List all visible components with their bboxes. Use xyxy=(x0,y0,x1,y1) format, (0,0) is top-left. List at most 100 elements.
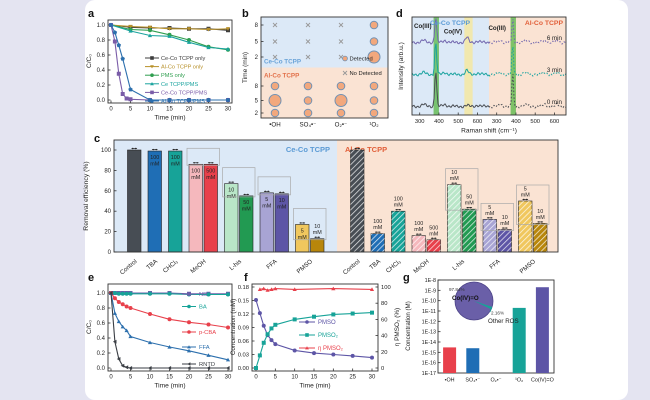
svg-text:100: 100 xyxy=(191,168,200,174)
svg-text:10: 10 xyxy=(147,375,154,381)
svg-text:40: 40 xyxy=(381,334,387,340)
svg-text:2.16%: 2.16% xyxy=(491,311,504,316)
svg-text:Co(IV): Co(IV) xyxy=(444,29,462,36)
svg-text:Ce-Co TCPP: Ce-Co TCPP xyxy=(264,59,301,66)
svg-text:No Detected: No Detected xyxy=(350,71,382,77)
svg-text:BA: BA xyxy=(199,305,207,311)
svg-text:L-his: L-his xyxy=(228,258,243,272)
svg-text:PMS only: PMS only xyxy=(161,73,185,79)
svg-text:0.12: 0.12 xyxy=(238,312,249,318)
svg-text:TBA: TBA xyxy=(368,258,382,272)
panel-d-chart: 6 min 3 min 0 min 300 400 500 600 300 400 500 600 R… xyxy=(398,16,567,135)
svg-text:20: 20 xyxy=(381,350,387,356)
svg-text:•OH: •OH xyxy=(445,378,455,384)
svg-text:0.00: 0.00 xyxy=(238,366,249,372)
svg-text:0 min: 0 min xyxy=(547,99,563,106)
svg-text:100: 100 xyxy=(394,197,403,203)
svg-text:8: 8 xyxy=(255,84,259,90)
svg-text:5: 5 xyxy=(524,187,527,193)
svg-text:0.8: 0.8 xyxy=(97,306,106,312)
panel-f-label: f xyxy=(244,272,248,284)
panel-d-label: d xyxy=(396,8,403,20)
svg-text:mM: mM xyxy=(206,175,215,181)
svg-text:15: 15 xyxy=(166,375,173,381)
svg-text:Raman shift (cm⁻¹): Raman shift (cm⁻¹) xyxy=(461,128,517,135)
panel-a-chart: 0 5 10 15 20 25 30 Time (min) 0.0 0.2 0.4 0.6 0.8 1.0… xyxy=(86,19,233,122)
svg-text:mM: mM xyxy=(414,227,423,233)
svg-text:0: 0 xyxy=(108,250,112,256)
svg-text:Co(III): Co(III) xyxy=(414,23,432,30)
svg-text:80: 80 xyxy=(381,301,387,307)
svg-text:mM: mM xyxy=(191,175,200,181)
svg-text:1E-17: 1E-17 xyxy=(422,371,436,377)
svg-text:0: 0 xyxy=(109,375,113,381)
svg-text:Detected: Detected xyxy=(350,57,373,63)
svg-text:η PMSO₂ (%): η PMSO₂ (%) xyxy=(394,308,401,346)
svg-text:Co(III): Co(III) xyxy=(488,25,506,32)
panel-g-chart: 1E-8 1E-9 1E-10 1E-11 1E-12 1E-13 1E-14 1E-15 1E… xyxy=(405,278,555,384)
svg-text:Ce-Co TCPP: Ce-Co TCPP xyxy=(430,20,470,27)
svg-text:Control: Control xyxy=(342,258,362,276)
svg-text:PMSO: PMSO xyxy=(318,320,336,326)
svg-text:mM: mM xyxy=(277,204,286,210)
svg-text:FFA: FFA xyxy=(488,258,502,271)
svg-text:60: 60 xyxy=(381,317,387,323)
svg-text:Ce-Co TCPP/PMS: Ce-Co TCPP/PMS xyxy=(161,90,207,96)
svg-text:600: 600 xyxy=(550,119,560,125)
svg-text:20: 20 xyxy=(104,230,111,236)
svg-text:Removal efficiency (%): Removal efficiency (%) xyxy=(83,161,90,230)
svg-text:0.15: 0.15 xyxy=(238,299,249,305)
svg-text:•OH: •OH xyxy=(269,122,280,129)
svg-text:0.06: 0.06 xyxy=(238,339,249,345)
svg-text:30: 30 xyxy=(225,107,232,113)
svg-text:10: 10 xyxy=(502,215,508,221)
svg-text:60: 60 xyxy=(104,189,111,195)
svg-text:mM: mM xyxy=(373,225,382,231)
svg-text:80: 80 xyxy=(104,168,111,174)
svg-text:3 min: 3 min xyxy=(547,67,563,74)
svg-text:30: 30 xyxy=(369,375,376,381)
panel-e-chart: 0 5 10 15 20 25 30 Time (min) 0.0 0.2 0.4 0.6 0.8 1.0… xyxy=(86,283,233,390)
svg-text:100: 100 xyxy=(101,148,112,154)
svg-text:40: 40 xyxy=(104,209,111,215)
svg-text:¹O₂: ¹O₂ xyxy=(369,122,379,129)
svg-text:CHCl₃: CHCl₃ xyxy=(385,258,403,275)
svg-text:SO₄•⁻: SO₄•⁻ xyxy=(300,122,317,129)
svg-text:10: 10 xyxy=(279,198,285,204)
svg-text:100: 100 xyxy=(171,155,180,161)
panel-c-chart: 0 20 40 60 80 100 Removal efficiency (%) Ce-Co … xyxy=(83,139,559,276)
svg-text:50: 50 xyxy=(243,200,249,206)
svg-text:100: 100 xyxy=(381,285,391,291)
svg-text:0.2: 0.2 xyxy=(97,351,106,357)
svg-text:SO₄•⁻: SO₄•⁻ xyxy=(465,378,480,384)
svg-text:mM: mM xyxy=(465,201,474,207)
svg-text:1E-16: 1E-16 xyxy=(422,361,436,367)
svg-text:0.0: 0.0 xyxy=(97,98,106,104)
svg-text:Time (min): Time (min) xyxy=(154,115,185,122)
svg-text:Concentration (M): Concentration (M) xyxy=(405,301,412,351)
svg-text:5: 5 xyxy=(274,375,278,381)
svg-text:25: 25 xyxy=(349,375,356,381)
svg-text:20: 20 xyxy=(186,375,193,381)
svg-text:mM: mM xyxy=(262,203,271,209)
panel-a-label: a xyxy=(88,8,95,20)
svg-text:1E-9: 1E-9 xyxy=(425,288,436,294)
svg-text:Ce-Co TCPP only: Ce-Co TCPP only xyxy=(161,56,205,62)
svg-text:0: 0 xyxy=(109,107,113,113)
svg-text:15: 15 xyxy=(311,375,318,381)
panel-b-chart: 8 5 2 8 5 2 Ce-Co TCPP Al-Co TCPP Detected No Det… xyxy=(242,16,389,129)
svg-text:25: 25 xyxy=(205,107,212,113)
svg-text:5: 5 xyxy=(265,197,268,203)
svg-text:0.0: 0.0 xyxy=(97,366,106,372)
svg-text:mM: mM xyxy=(536,215,545,221)
svg-text:TBA: TBA xyxy=(145,258,159,272)
svg-text:C/C₀: C/C₀ xyxy=(86,54,93,68)
svg-text:0.8: 0.8 xyxy=(97,38,106,44)
svg-text:0.4: 0.4 xyxy=(97,336,106,342)
svg-text:0: 0 xyxy=(381,366,384,372)
svg-text:97.84%: 97.84% xyxy=(449,287,465,292)
svg-text:mM: mM xyxy=(429,231,438,237)
svg-text:1E-8: 1E-8 xyxy=(425,278,436,284)
svg-text:25: 25 xyxy=(205,375,212,381)
